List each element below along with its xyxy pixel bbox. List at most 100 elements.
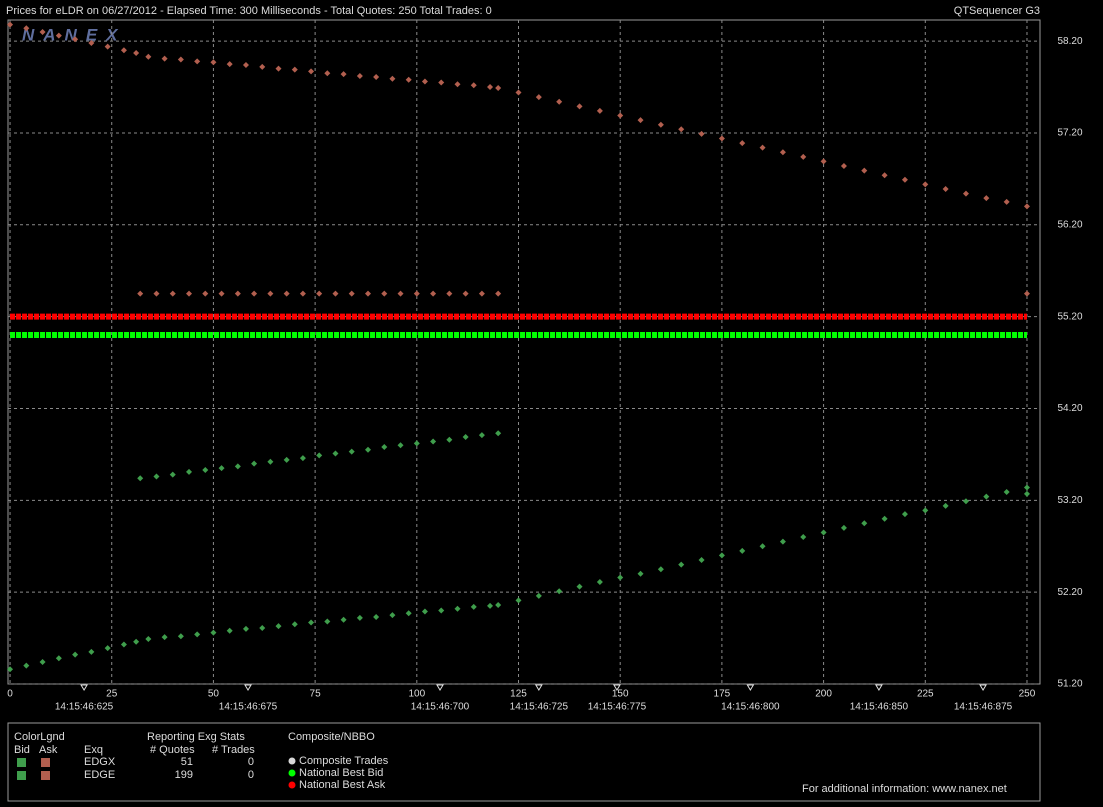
quote-point: [840, 163, 847, 170]
quote-point: [210, 59, 217, 66]
y-tick-label: 51.20: [1057, 679, 1082, 690]
quote-point: [283, 456, 290, 463]
quote-point: [718, 135, 725, 142]
quote-point: [23, 662, 30, 669]
x-tick-label: 25: [106, 689, 118, 700]
quote-point: [145, 635, 152, 642]
quote-point: [535, 592, 542, 599]
stats-title: Reporting Exg Stats: [147, 731, 245, 743]
quote-point: [779, 149, 786, 156]
quote-point: [267, 458, 274, 465]
quote-point: [446, 290, 453, 297]
quote-point: [901, 176, 908, 183]
quote-point: [800, 534, 807, 541]
quote-point: [861, 520, 868, 527]
quote-point: [576, 583, 583, 590]
time-tick: [436, 684, 444, 691]
quote-point: [251, 460, 258, 467]
bid-header: Bid: [14, 744, 30, 756]
quote-point: [365, 446, 371, 453]
quote-point: [478, 290, 485, 297]
time-tick: [979, 684, 987, 691]
quote-point: [556, 98, 563, 105]
x-tick-label: 150: [612, 689, 629, 700]
quote-point: [242, 62, 249, 69]
quote-point: [470, 603, 477, 610]
quote-point: [218, 465, 225, 472]
quote-point: [438, 607, 445, 614]
quote-point: [637, 117, 644, 124]
quote-point: [596, 107, 603, 114]
trade-count: 0: [248, 756, 254, 768]
quote-point: [308, 619, 315, 626]
quote-point: [1003, 489, 1010, 496]
y-tick-label: 55.20: [1057, 311, 1082, 322]
quote-point: [495, 84, 502, 91]
quote-point: [226, 627, 233, 634]
quote-point: [881, 515, 888, 522]
quote-point: [88, 648, 95, 655]
quote-point: [421, 608, 428, 615]
quote-point: [413, 440, 420, 447]
quote-point: [218, 290, 225, 297]
quote-point: [983, 493, 990, 500]
quote-point: [454, 605, 461, 612]
quote-point: [161, 634, 168, 641]
quote-point: [153, 290, 160, 297]
quote-point: [120, 641, 127, 648]
quote-point: [438, 79, 445, 86]
footer: For additional information: www.nanex.ne…: [802, 783, 1007, 795]
x-tick-label: 50: [208, 689, 220, 700]
quote-point: [324, 618, 331, 625]
quote-point: [381, 444, 388, 451]
y-tick-label: 58.20: [1057, 36, 1082, 47]
quote-point: [259, 624, 266, 631]
quote-point: [299, 455, 306, 462]
quote-point: [356, 73, 363, 80]
quote-point: [389, 75, 396, 82]
quote-point: [7, 21, 14, 28]
quote-point: [617, 112, 624, 119]
legend-dot: [288, 757, 296, 765]
quote-point: [291, 66, 298, 73]
quote-point: [515, 89, 522, 96]
quote-point: [259, 63, 266, 70]
time-tick-label: 14:15:46:625: [55, 702, 114, 713]
quote-point: [7, 666, 14, 673]
time-tick: [746, 684, 755, 691]
quote-point: [169, 290, 176, 297]
quote-point: [779, 538, 786, 545]
exchange-name: EDGE: [84, 769, 115, 781]
quote-point: [421, 78, 428, 85]
quote-point: [718, 552, 725, 559]
legend-frame: [7, 722, 1041, 802]
quote-point: [515, 597, 522, 604]
time-tick-label: 14:15:46:800: [721, 702, 780, 713]
quote-point: [535, 94, 542, 101]
quote-point: [373, 613, 380, 620]
quote-point: [275, 623, 282, 630]
quote-point: [470, 82, 477, 89]
quote-point: [104, 43, 111, 50]
quote-point: [901, 511, 908, 518]
quote-point: [820, 529, 827, 536]
time-tick: [244, 684, 252, 691]
quote-point: [698, 557, 705, 564]
exchange-header: Exq: [84, 744, 103, 756]
quote-point: [242, 625, 249, 632]
legend-title: ColorLgnd: [14, 731, 65, 743]
time-tick: [613, 684, 621, 691]
quote-point: [881, 172, 888, 179]
legend-label: National Best Bid: [299, 767, 383, 779]
bid-swatch: [17, 771, 26, 780]
quote-point: [348, 290, 355, 297]
quote-point: [226, 61, 233, 68]
quote-point: [397, 442, 404, 449]
quote-point: [861, 167, 868, 174]
ask-swatch: [41, 771, 50, 780]
quote-point: [922, 507, 929, 514]
quote-point: [397, 290, 404, 297]
y-tick-label: 56.20: [1057, 219, 1082, 230]
quote-point: [324, 70, 331, 77]
